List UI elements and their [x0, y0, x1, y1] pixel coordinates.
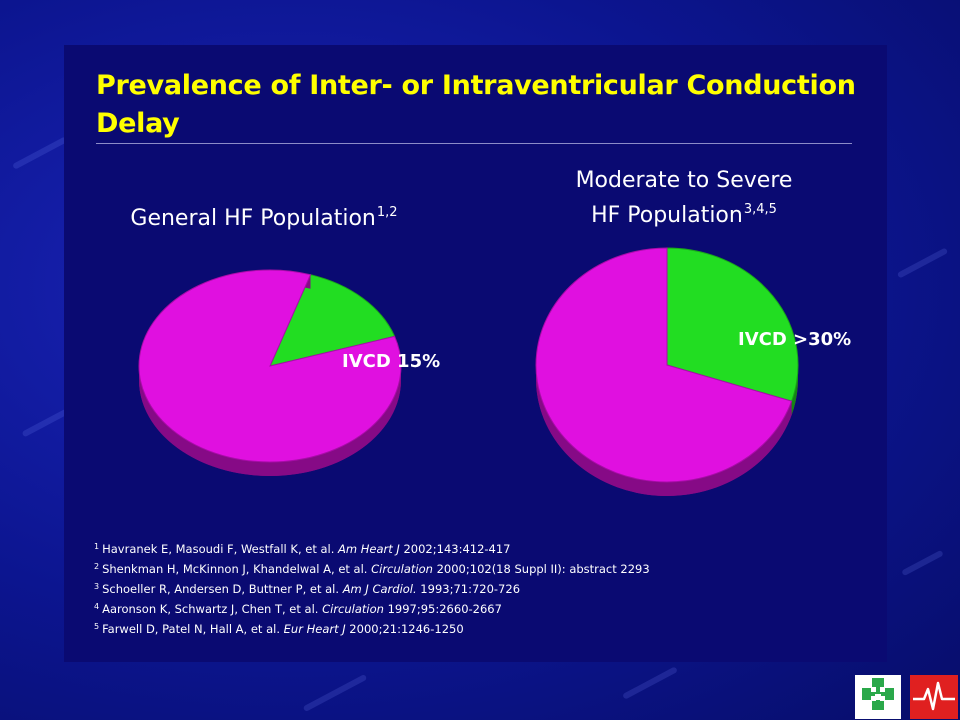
chart-2-title: Moderate to Severe HF Population3,4,5 [514, 166, 854, 230]
reference-item: 2 Shenkman H, McKinnon J, Khandelwal A, e… [94, 558, 650, 578]
reference-citation: 1997;95:2660-2667 [383, 602, 502, 616]
pie-chart-2 [535, 247, 799, 496]
reference-number: 5 [94, 622, 100, 631]
reference-authors: Farwell D, Patel N, Hall A, et al. [102, 622, 284, 636]
pie-slice [138, 269, 402, 463]
reference-item: 1 Havranek E, Masoudi F, Westfall K, et a… [94, 538, 650, 558]
reference-journal: Circulation [322, 602, 384, 616]
reference-authors: Shenkman H, McKinnon J, Khandelwal A, et… [102, 562, 372, 576]
heartbeat-logo [910, 675, 958, 719]
background-streak [622, 666, 678, 700]
reference-number: 4 [94, 602, 100, 611]
pie-slice-label: IVCD 15% [342, 351, 440, 372]
reference-journal: Eur Heart J [283, 622, 346, 636]
reference-number: 1 [94, 542, 100, 551]
reference-item: 5 Farwell D, Patel N, Hall A, et al. Eur … [94, 618, 650, 638]
reference-journal: Am J Cardiol. [342, 582, 417, 596]
reference-citation: 2000;21:1246-1250 [345, 622, 464, 636]
pie-slice [666, 247, 799, 402]
reference-citation: 2002;143:412-417 [399, 542, 511, 556]
reference-authors: Aaronson K, Schwartz J, Chen T, et al. [102, 602, 323, 616]
pie-charts: IVCD 15% IVCD >30% [138, 247, 851, 496]
pie-chart-1 [138, 269, 402, 477]
reference-item: 4 Aaronson K, Schwartz J, Chen T, et al. … [94, 598, 650, 618]
chart-1-title-main: General HF Population [130, 206, 376, 231]
reference-citation: 1993;71:720-726 [416, 582, 521, 596]
reference-citation: 2000;102(18 Suppl II): abstract 2293 [432, 562, 650, 576]
background-streak [21, 408, 69, 438]
health-system-cross-logo [855, 675, 901, 719]
background-streak [901, 549, 944, 577]
chart-2-title-main: HF Population [591, 203, 743, 228]
reference-authors: Schoeller R, Andersen D, Buttner P, et a… [102, 582, 343, 596]
slide-title: Prevalence of Inter- or Intraventricular… [96, 70, 856, 139]
reference-journal: Am Heart J [338, 542, 400, 556]
chart-1-title-superscript: 1,2 [376, 205, 398, 220]
pie-slice [535, 247, 793, 483]
reference-list: 1 Havranek E, Masoudi F, Westfall K, et a… [94, 538, 650, 638]
reference-authors: Havranek E, Masoudi F, Westfall K, et al… [102, 542, 339, 556]
background-streak [12, 136, 68, 170]
pie-slice-label: IVCD >30% [738, 329, 851, 350]
title-divider [96, 143, 852, 144]
chart-2-title-line1: Moderate to Severe [575, 168, 793, 193]
reference-item: 3 Schoeller R, Andersen D, Buttner P, et … [94, 578, 650, 598]
background-streak [896, 247, 949, 279]
chart-1-title: General HF Population1,2 [104, 198, 424, 233]
background-streak [302, 673, 368, 713]
reference-journal: Circulation [371, 562, 433, 576]
pie-slice [269, 274, 396, 367]
chart-2-title-superscript: 3,4,5 [743, 202, 777, 217]
reference-number: 3 [94, 582, 100, 591]
slide-panel: Prevalence of Inter- or Intraventricular… [64, 45, 887, 662]
reference-number: 2 [94, 562, 100, 571]
